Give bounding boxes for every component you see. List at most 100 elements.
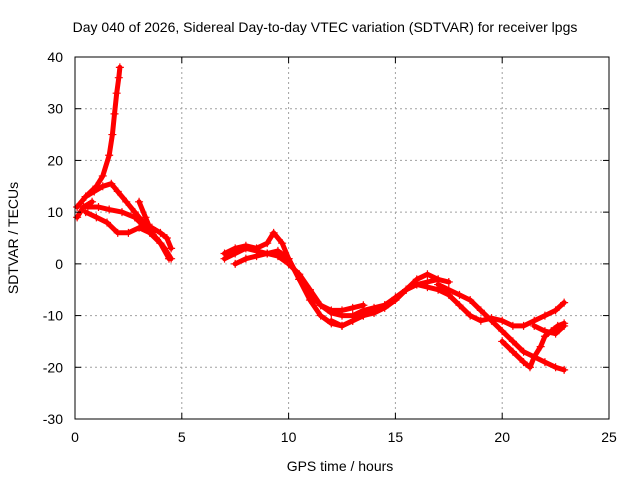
data-point-marker <box>269 228 278 237</box>
data-point-marker <box>130 213 139 222</box>
series-track-7 <box>220 244 368 315</box>
data-point-marker <box>498 316 507 325</box>
data-point-marker <box>141 213 150 222</box>
data-point-marker <box>348 316 357 325</box>
y-tick-label: 10 <box>47 204 63 220</box>
data-point-marker <box>412 280 421 289</box>
data-point-marker <box>278 239 287 248</box>
data-traces <box>73 63 569 374</box>
data-point-marker <box>103 218 112 227</box>
data-point-marker <box>113 187 122 196</box>
data-point-marker <box>487 316 496 325</box>
data-point-marker <box>112 89 121 98</box>
y-tick-label: -30 <box>43 411 63 427</box>
data-point-marker <box>295 270 304 279</box>
data-point-marker <box>551 329 560 338</box>
series-track-11 <box>434 280 569 374</box>
data-point-marker <box>115 63 124 72</box>
data-point-marker <box>135 197 144 206</box>
data-point-marker <box>114 73 123 82</box>
chart-title: Day 040 of 2026, Sidereal Day-to-day VTE… <box>73 19 578 35</box>
data-point-marker <box>519 358 528 367</box>
data-point-marker <box>107 179 116 188</box>
data-point-marker <box>498 327 507 336</box>
x-tick-label: 25 <box>601 429 617 445</box>
data-point-marker <box>88 197 97 206</box>
series-line <box>531 323 567 337</box>
y-tick-label: 0 <box>55 256 63 272</box>
data-point-marker <box>90 187 99 196</box>
data-point-marker <box>530 352 539 361</box>
data-point-marker <box>105 151 114 160</box>
data-point-marker <box>110 109 119 118</box>
data-point-marker <box>327 308 336 317</box>
data-point-marker <box>231 259 240 268</box>
data-point-marker <box>508 337 517 346</box>
data-point-marker <box>551 363 560 372</box>
series-track-5 <box>73 197 97 222</box>
data-point-marker <box>156 239 165 248</box>
data-point-marker <box>476 316 485 325</box>
data-point-marker <box>423 283 432 292</box>
y-tick-labels: 40 30 20 10 0 -10 -20 -30 <box>43 49 63 427</box>
data-point-marker <box>380 303 389 312</box>
data-point-marker <box>560 321 569 330</box>
data-point-marker <box>284 259 293 268</box>
data-point-marker <box>241 241 250 250</box>
series-line <box>232 251 441 319</box>
data-point-marker <box>73 213 82 222</box>
data-point-marker <box>359 311 368 320</box>
data-point-marker <box>252 252 261 261</box>
data-point-marker <box>525 363 534 372</box>
data-point-marker <box>156 228 165 237</box>
x-tick-label: 10 <box>281 429 297 445</box>
data-point-marker <box>305 296 314 305</box>
data-point-marker <box>252 244 261 253</box>
plot-frame <box>74 56 610 420</box>
data-point-marker <box>98 171 107 180</box>
data-point-marker <box>536 342 545 351</box>
data-point-marker <box>455 290 464 299</box>
data-point-marker <box>98 182 107 191</box>
data-point-marker <box>519 321 528 330</box>
data-point-marker <box>551 306 560 315</box>
data-point-marker <box>92 213 101 222</box>
data-point-marker <box>423 270 432 279</box>
data-point-marker <box>434 280 443 289</box>
data-point-marker <box>391 296 400 305</box>
data-point-marker <box>316 311 325 320</box>
axis-ticks <box>74 56 610 420</box>
data-point-marker <box>231 244 240 253</box>
data-point-marker <box>113 228 122 237</box>
series-line <box>83 181 174 251</box>
x-tick-label: 5 <box>178 429 186 445</box>
series-track-10 <box>327 280 569 330</box>
data-point-marker <box>466 296 475 305</box>
data-point-marker <box>519 347 528 356</box>
data-point-marker <box>444 285 453 294</box>
x-tick-label: 0 <box>71 429 79 445</box>
data-point-marker <box>560 298 569 307</box>
data-point-marker <box>540 327 549 336</box>
data-point-marker <box>108 130 117 139</box>
data-point-marker <box>444 277 453 286</box>
series-track-6 <box>135 197 173 263</box>
data-point-marker <box>79 202 88 211</box>
series-line <box>83 209 163 246</box>
data-point-marker <box>81 192 90 201</box>
data-point-marker <box>327 316 336 325</box>
data-point-marker <box>476 306 485 315</box>
data-point-marker <box>305 285 314 294</box>
y-tick-label: 20 <box>47 152 63 168</box>
data-point-marker <box>498 337 507 346</box>
data-point-marker <box>164 254 173 263</box>
data-point-marker <box>466 311 475 320</box>
series-track-13 <box>530 321 569 338</box>
data-point-marker <box>220 249 229 258</box>
data-point-marker <box>147 228 156 237</box>
y-tick-label: 40 <box>47 49 63 65</box>
data-point-marker <box>508 347 517 356</box>
data-point-marker <box>370 308 379 317</box>
x-tick-label: 15 <box>388 429 404 445</box>
data-point-marker <box>540 358 549 367</box>
